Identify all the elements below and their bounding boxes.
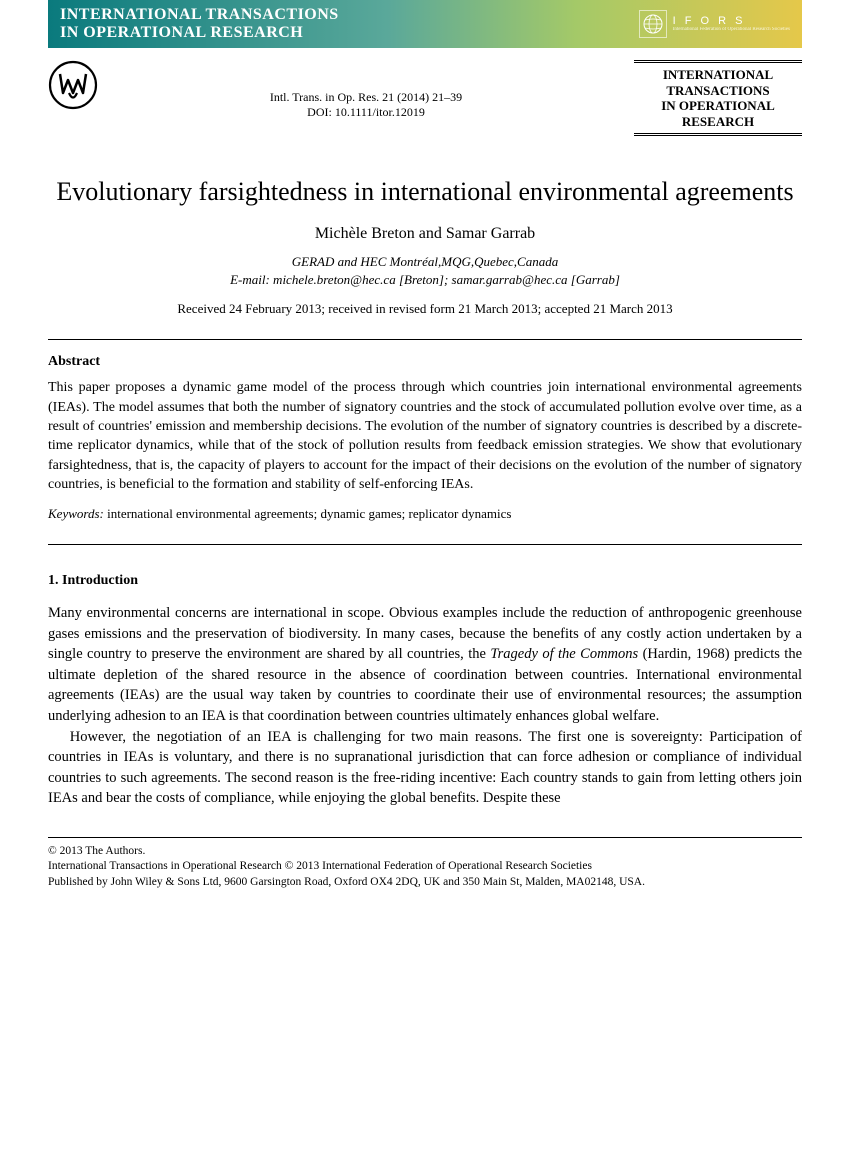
keywords-line: Keywords: international environmental ag…: [48, 506, 802, 522]
keywords-text: international environmental agreements; …: [104, 506, 512, 521]
journal-nameplate: INTERNATIONAL TRANSACTIONS IN OPERATIONA…: [634, 60, 802, 136]
doi-line: DOI: 10.1111/itor.12019: [118, 105, 614, 120]
nameplate-line: RESEARCH: [634, 114, 802, 130]
intro-para-2: However, the negotiation of an IEA is ch…: [48, 727, 802, 809]
intro-para-1: Many environmental concerns are internat…: [48, 603, 802, 726]
author-affiliation: GERAD and HEC Montréal,MQG,Quebec,Canada…: [48, 253, 802, 289]
wiley-logo-icon: [48, 60, 98, 110]
citation-line: Intl. Trans. in Op. Res. 21 (2014) 21–39: [118, 90, 614, 105]
header-row: Intl. Trans. in Op. Res. 21 (2014) 21–39…: [48, 60, 802, 136]
para1-em: Tragedy of the Commons: [490, 646, 638, 662]
affiliation-email: E-mail: michele.breton@hec.ca [Breton]; …: [48, 271, 802, 289]
article-title: Evolutionary farsightedness in internati…: [48, 176, 802, 209]
author-names: Michèle Breton and Samar Garrab: [48, 225, 802, 243]
ifors-logo-text: I F O R S: [673, 16, 790, 27]
banner-title: INTERNATIONAL TRANSACTIONS IN OPERATIONA…: [60, 6, 339, 41]
divider: [48, 544, 802, 545]
banner-title-line2: IN OPERATIONAL RESEARCH: [60, 24, 339, 42]
footer-line: International Transactions in Operationa…: [48, 859, 802, 875]
footer-line: Published by John Wiley & Sons Ltd, 9600…: [48, 875, 802, 891]
ifors-logo: I F O R S International Federation of Op…: [639, 10, 790, 38]
footer-line: © 2013 The Authors.: [48, 844, 802, 860]
divider: [48, 339, 802, 340]
keywords-label: Keywords:: [48, 506, 104, 521]
citation-block: Intl. Trans. in Op. Res. 21 (2014) 21–39…: [118, 60, 614, 120]
nameplate-line: INTERNATIONAL: [634, 67, 802, 83]
abstract-heading: Abstract: [48, 354, 802, 370]
nameplate-line: IN OPERATIONAL: [634, 98, 802, 114]
section-heading: 1. Introduction: [48, 573, 802, 589]
journal-banner: INTERNATIONAL TRANSACTIONS IN OPERATIONA…: [48, 0, 802, 48]
copyright-footer: © 2013 The Authors. International Transa…: [48, 837, 802, 891]
affiliation-inst: GERAD and HEC Montréal,MQG,Quebec,Canada: [48, 253, 802, 271]
abstract-text: This paper proposes a dynamic game model…: [48, 378, 802, 494]
submission-dates: Received 24 February 2013; received in r…: [48, 301, 802, 317]
ifors-logo-sub: International Federation of Operational …: [673, 27, 790, 32]
nameplate-line: TRANSACTIONS: [634, 83, 802, 99]
globe-icon: [639, 10, 667, 38]
banner-title-line1: INTERNATIONAL TRANSACTIONS: [60, 6, 339, 24]
